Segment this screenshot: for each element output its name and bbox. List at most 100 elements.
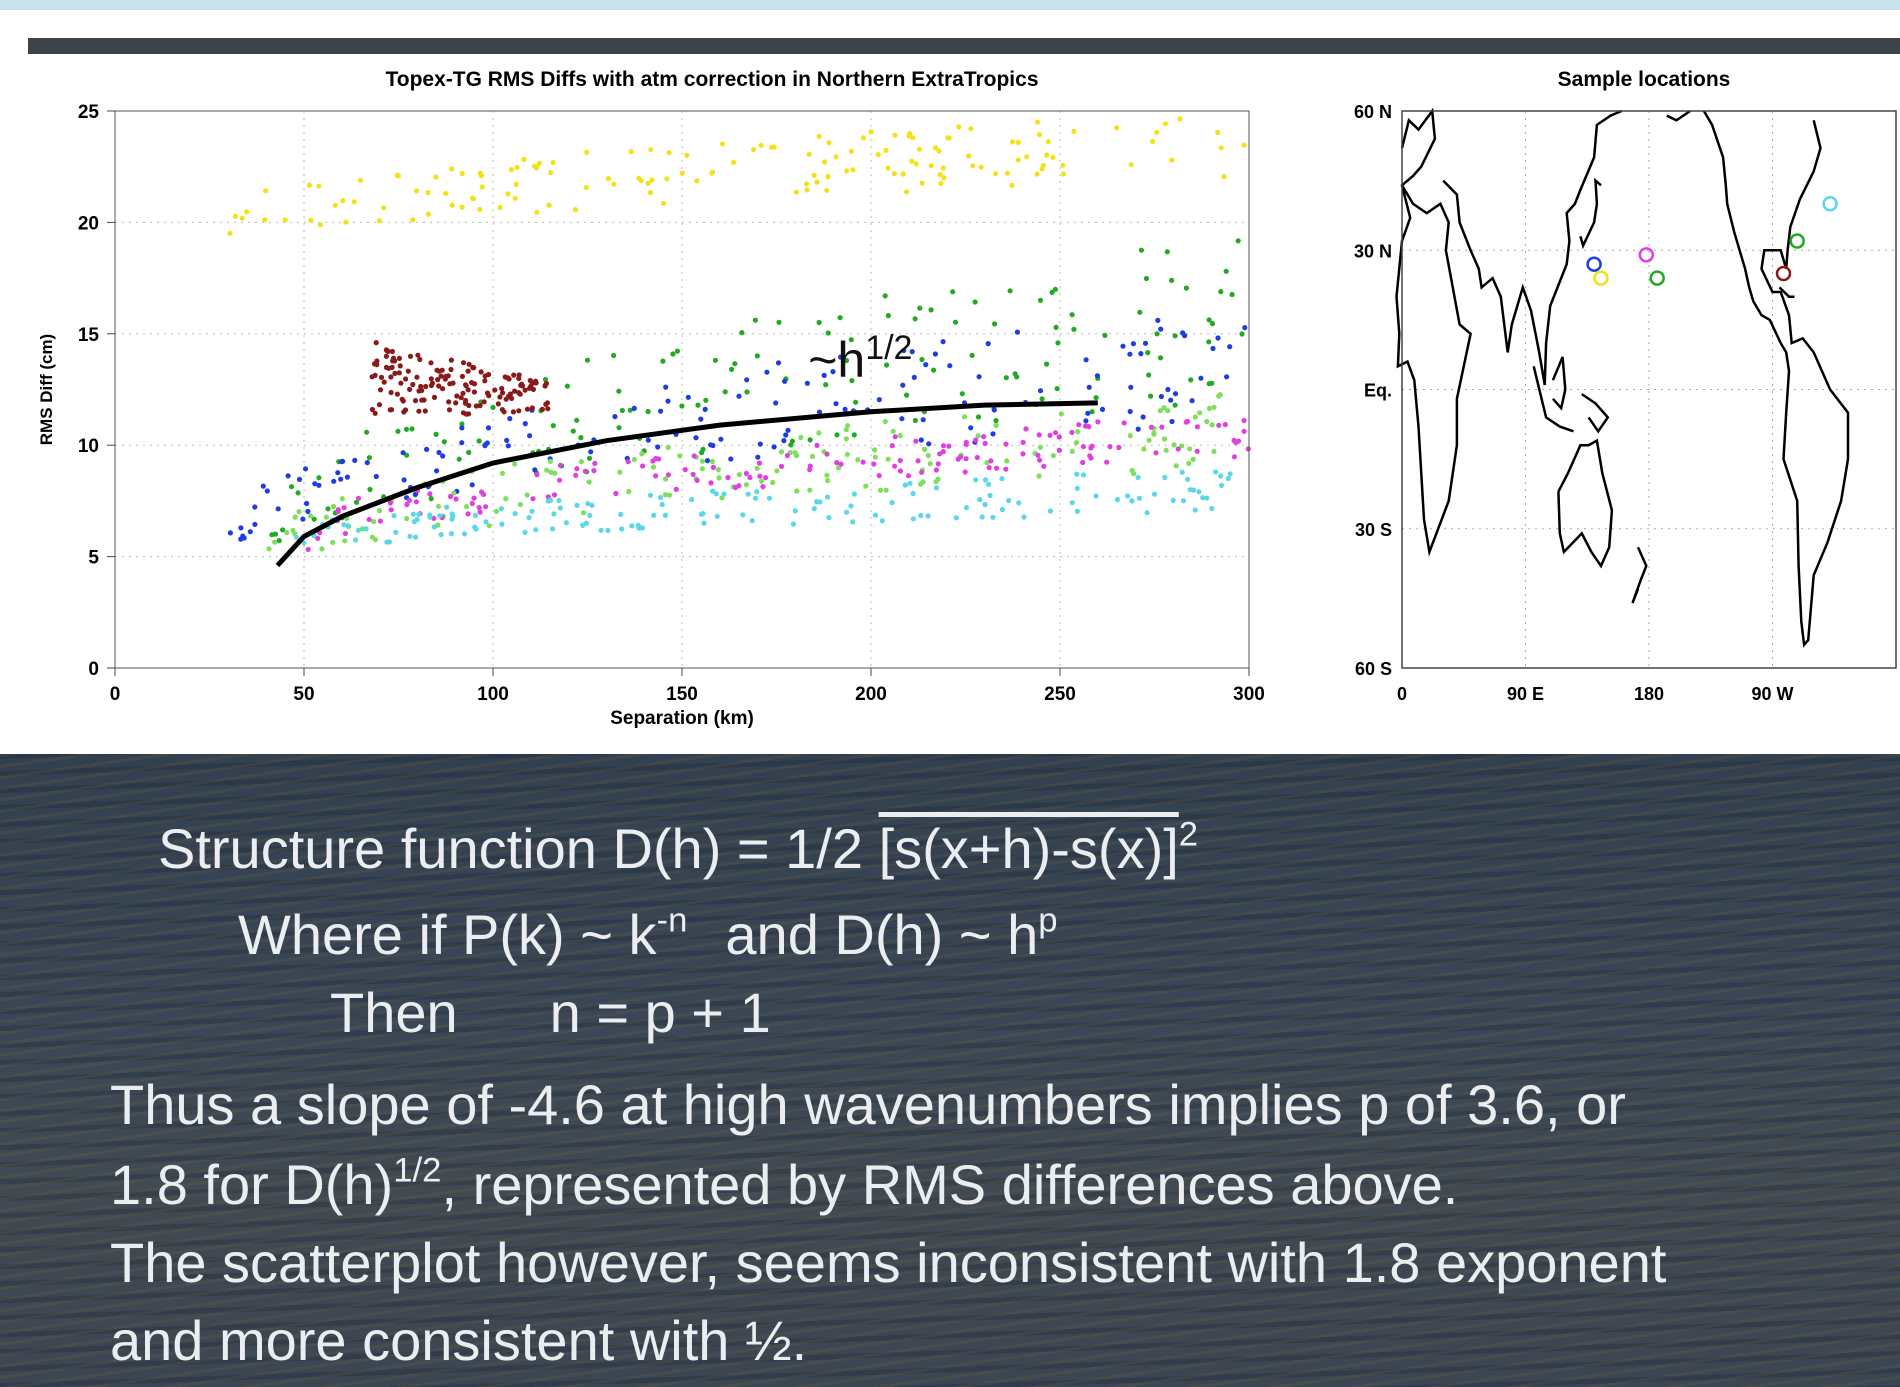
scatter-point: [884, 362, 890, 368]
scatter-point: [377, 518, 383, 524]
scatter-point: [991, 407, 997, 413]
scatter-point: [385, 348, 391, 354]
map-lat-label: 60 S: [1355, 659, 1392, 679]
scatter-point: [1187, 446, 1193, 452]
scatter-point: [756, 460, 763, 466]
scatter-point: [344, 474, 350, 480]
scatter-point: [1209, 505, 1215, 512]
scatter-point: [1071, 128, 1077, 134]
scatter-point: [699, 450, 705, 456]
scatter-point: [1080, 459, 1086, 466]
scatter-point: [316, 482, 322, 488]
scatter-point: [449, 516, 455, 522]
scatter-point: [533, 380, 539, 386]
scatter-point: [1154, 129, 1160, 135]
scatter-point: [814, 179, 820, 185]
scatter-point: [844, 451, 851, 457]
scatter-point: [1085, 410, 1091, 416]
scatter-point: [843, 427, 849, 433]
x-axis-label: Separation (km): [610, 708, 754, 729]
scatter-point: [932, 351, 939, 357]
scatter-point: [499, 385, 505, 392]
scatter-point: [316, 183, 322, 189]
scatter-point: [423, 383, 429, 390]
scatter-point: [574, 417, 580, 423]
scatter-point: [373, 340, 379, 346]
scatter-point: [778, 449, 785, 455]
scatter-point: [239, 215, 245, 221]
scatter-point: [1169, 157, 1175, 163]
scatter-point: [316, 475, 322, 481]
scatter-point: [583, 185, 590, 191]
scatter-point: [892, 463, 898, 469]
scatter-point: [872, 447, 878, 453]
scatter-point: [1074, 471, 1080, 477]
scatter-point: [338, 476, 344, 482]
scatter-point: [232, 213, 238, 219]
scatter-point: [822, 159, 828, 165]
scatter-point: [814, 442, 820, 448]
scatter-point: [1089, 443, 1095, 449]
coastline: [1581, 393, 1610, 434]
scatter-point: [1089, 409, 1095, 415]
scatter-point: [539, 406, 546, 412]
scatter-point: [1148, 424, 1154, 430]
scatter-point: [527, 385, 533, 391]
scatter-point: [1034, 171, 1040, 177]
coastline: [1532, 366, 1574, 433]
scatter-point: [1225, 475, 1231, 482]
scatter-point: [511, 388, 518, 394]
scatter-point: [582, 468, 589, 474]
scatter-point: [497, 204, 503, 211]
scatter-point: [740, 512, 746, 518]
scatter-point: [913, 161, 919, 167]
scatter-point: [405, 368, 411, 374]
scatter-point: [448, 357, 454, 363]
scatter-point: [556, 497, 562, 504]
scatter-point: [1050, 453, 1056, 459]
scatter-point: [526, 515, 532, 521]
scatter-point: [932, 145, 939, 151]
scatter-point: [416, 408, 422, 414]
scatter-point: [876, 473, 882, 479]
scatter-point: [591, 468, 597, 474]
scatter-point: [397, 363, 403, 369]
scatter-point: [1055, 340, 1061, 346]
scatter-point: [442, 376, 448, 382]
scatter-point: [1231, 454, 1237, 460]
scatter-point: [976, 374, 982, 380]
map-lat-label: Eq.: [1364, 381, 1392, 401]
scatter-point: [816, 319, 822, 326]
scatter-point: [495, 401, 501, 407]
scatter-point: [504, 437, 510, 443]
scatter-point: [732, 361, 738, 367]
scatter-point: [758, 478, 765, 484]
scatter-point: [433, 174, 439, 180]
scatter-point: [1099, 406, 1106, 412]
scatter-point: [377, 387, 384, 393]
scatter-point: [764, 369, 770, 375]
scatter-point: [550, 423, 556, 429]
scatter-point: [985, 341, 991, 347]
scatter-point: [345, 523, 351, 529]
scatter-point: [890, 428, 896, 434]
scatter-point: [825, 494, 831, 500]
scatter-point: [909, 158, 915, 164]
scatter-point: [1162, 121, 1168, 127]
scatter-point: [1020, 439, 1026, 445]
scatter-point: [1158, 326, 1164, 332]
scatter-point: [1211, 448, 1217, 455]
scatter-point: [986, 465, 992, 471]
scatter-point: [393, 529, 399, 535]
scatter-point: [937, 451, 943, 457]
scatter-point: [745, 491, 751, 497]
scatter-point: [263, 188, 269, 194]
map-lat-label: 30 N: [1354, 241, 1392, 261]
y-tick-label: 25: [78, 102, 100, 123]
scatter-point: [903, 189, 910, 195]
scatter-point: [308, 513, 314, 519]
scatter-point: [471, 389, 477, 395]
scatter-point: [851, 491, 858, 497]
scatter-point: [1034, 119, 1041, 125]
scatter-point: [284, 529, 290, 536]
